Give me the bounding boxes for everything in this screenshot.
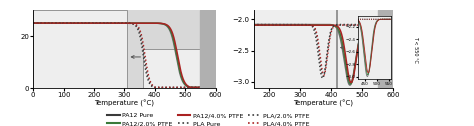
Bar <box>201 10 216 88</box>
X-axis label: Temperature (°C): Temperature (°C) <box>293 100 354 107</box>
Bar <box>378 10 393 88</box>
Bar <box>254 7 336 91</box>
Bar <box>337 7 378 91</box>
Legend: PA12 Pure, PA12/2.0% PTFE, PA12/4.0% PTFE, PLA Pure, PLA/2.0% PTFE, PLA/4.0% PTF: PA12 Pure, PA12/2.0% PTFE, PA12/4.0% PTF… <box>105 110 312 126</box>
Text: T < 550 °C: T < 550 °C <box>413 36 418 63</box>
Bar <box>33 10 128 88</box>
X-axis label: Temperature (°C): Temperature (°C) <box>94 100 155 107</box>
Bar <box>143 49 203 88</box>
